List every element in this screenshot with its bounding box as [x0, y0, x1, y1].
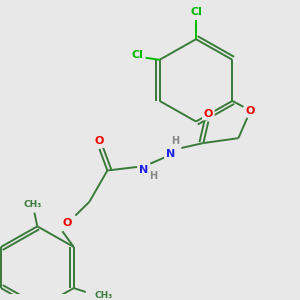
Text: H: H: [171, 136, 179, 146]
Text: Cl: Cl: [132, 50, 144, 60]
Text: N: N: [139, 166, 148, 176]
Text: Cl: Cl: [190, 7, 202, 17]
Text: CH₃: CH₃: [94, 291, 113, 300]
Text: CH₃: CH₃: [23, 200, 41, 209]
Text: O: O: [95, 136, 104, 146]
Text: H: H: [149, 171, 158, 182]
Text: N: N: [166, 149, 175, 159]
Text: O: O: [246, 106, 255, 116]
Text: O: O: [63, 218, 72, 228]
Text: O: O: [204, 109, 213, 119]
